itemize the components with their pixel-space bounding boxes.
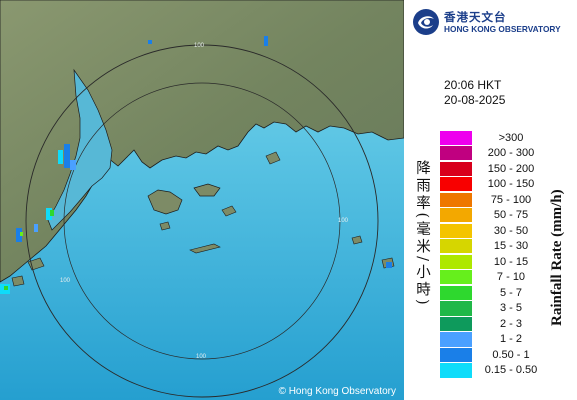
outlying-island-b <box>221 205 237 217</box>
outlying-island-d <box>265 151 281 165</box>
legend-swatch <box>440 146 472 161</box>
legend-swatch <box>440 208 472 223</box>
legend-row: 2 - 3 <box>440 316 550 332</box>
legend-swatch <box>440 223 472 238</box>
legend-swatch <box>440 347 472 363</box>
legend-row: 5 - 7 <box>440 285 550 301</box>
outlying-island-h <box>11 275 25 287</box>
legend-label: 100 - 150 <box>487 178 535 191</box>
outlying-island-e <box>351 235 363 245</box>
legend-row: 75 - 100 <box>440 192 550 208</box>
range-ring-label-east: 100 <box>338 218 349 224</box>
logo-chinese-name: 香港天文台 <box>444 10 507 24</box>
legend-row: 150 - 200 <box>440 161 550 177</box>
legend-row: 0.15 - 0.50 <box>440 363 550 379</box>
legend-label: 1 - 2 <box>499 333 522 346</box>
legend-title-english: Rainfall Rate (mm/h) <box>549 189 565 327</box>
legend-swatch <box>440 254 472 269</box>
legend-label: 5 - 7 <box>499 286 522 299</box>
range-ring-label-north: 100 <box>194 43 205 49</box>
legend-swatch <box>440 177 472 192</box>
legend-swatch <box>440 316 472 332</box>
copyright-text: © Hong Kong Observatory <box>279 386 396 397</box>
hko-logo-icon <box>413 9 439 35</box>
legend-swatch <box>440 161 472 176</box>
range-ring-label-south: 100 <box>196 354 207 360</box>
estuary-water <box>47 68 113 231</box>
legend-swatch <box>440 285 472 300</box>
legend-label: >300 <box>498 131 524 144</box>
rain-echo-west <box>0 144 76 294</box>
legend-row: >300 <box>440 130 550 146</box>
legend-swatch <box>440 270 472 285</box>
logo-english-name: HONG KONG OBSERVATORY <box>444 24 561 34</box>
timestamp-time: 20:06 HKT <box>444 78 502 92</box>
range-ring-outer <box>25 44 379 398</box>
legend-row: 3 - 5 <box>440 301 550 317</box>
legend-row: 1 - 2 <box>440 332 550 348</box>
legend-label: 50 - 75 <box>493 209 529 222</box>
legend-label: 15 - 30 <box>493 240 529 253</box>
outlying-island-a <box>189 243 221 254</box>
legend-label: 0.15 - 0.50 <box>484 364 538 377</box>
legend-label: 2 - 3 <box>499 317 522 330</box>
hk-island <box>193 183 221 197</box>
legend-row: 200 - 300 <box>440 146 550 162</box>
outlying-island-c <box>159 221 171 231</box>
legend-label: 75 - 100 <box>490 193 532 206</box>
legend-swatch <box>440 363 472 378</box>
range-ring-inner <box>63 82 341 360</box>
legend-row: 100 - 150 <box>440 177 550 193</box>
lantau-island <box>147 189 183 215</box>
legend-swatch <box>440 332 472 347</box>
legend-label: 30 - 50 <box>493 224 529 237</box>
legend-label: 10 - 15 <box>493 255 529 268</box>
legend-row: 10 - 15 <box>440 254 550 270</box>
rainfall-legend: >300 200 - 300 150 - 200 100 - 150 75 - 100 5… <box>440 130 550 378</box>
legend-row: 50 - 75 <box>440 208 550 224</box>
legend-label: 7 - 10 <box>496 271 526 284</box>
legend-row: 7 - 10 <box>440 270 550 286</box>
radar-map-graphic: 100 100 100 100 © Hong Kong Observatory <box>0 0 404 400</box>
range-ring-label-west: 100 <box>60 278 71 284</box>
legend-row: 30 - 50 <box>440 223 550 239</box>
rain-echo-north <box>148 36 268 46</box>
legend-swatch <box>440 192 472 207</box>
legend-swatch <box>440 130 472 145</box>
radar-map: 100 100 100 100 © Hong Kong Observatory <box>0 0 404 400</box>
legend-label: 0.50 - 1 <box>492 348 530 361</box>
legend-row: 0.50 - 1 <box>440 347 550 363</box>
legend-label: 150 - 200 <box>487 162 535 175</box>
rain-echo-east <box>386 262 392 268</box>
legend-row: 15 - 30 <box>440 239 550 255</box>
legend-swatch <box>440 239 472 254</box>
legend-swatch <box>440 301 472 316</box>
hko-logo: 香港天文台 HONG KONG OBSERVATORY <box>412 6 575 40</box>
timestamp-date: 20-08-2025 <box>444 93 506 107</box>
legend-title-chinese: 降雨率(毫米/小時) <box>414 160 430 308</box>
legend-panel: 香港天文台 HONG KONG OBSERVATORY 20:06 HKT 20… <box>404 0 577 400</box>
legend-label: 3 - 5 <box>499 302 522 315</box>
legend-label: 200 - 300 <box>487 147 535 160</box>
